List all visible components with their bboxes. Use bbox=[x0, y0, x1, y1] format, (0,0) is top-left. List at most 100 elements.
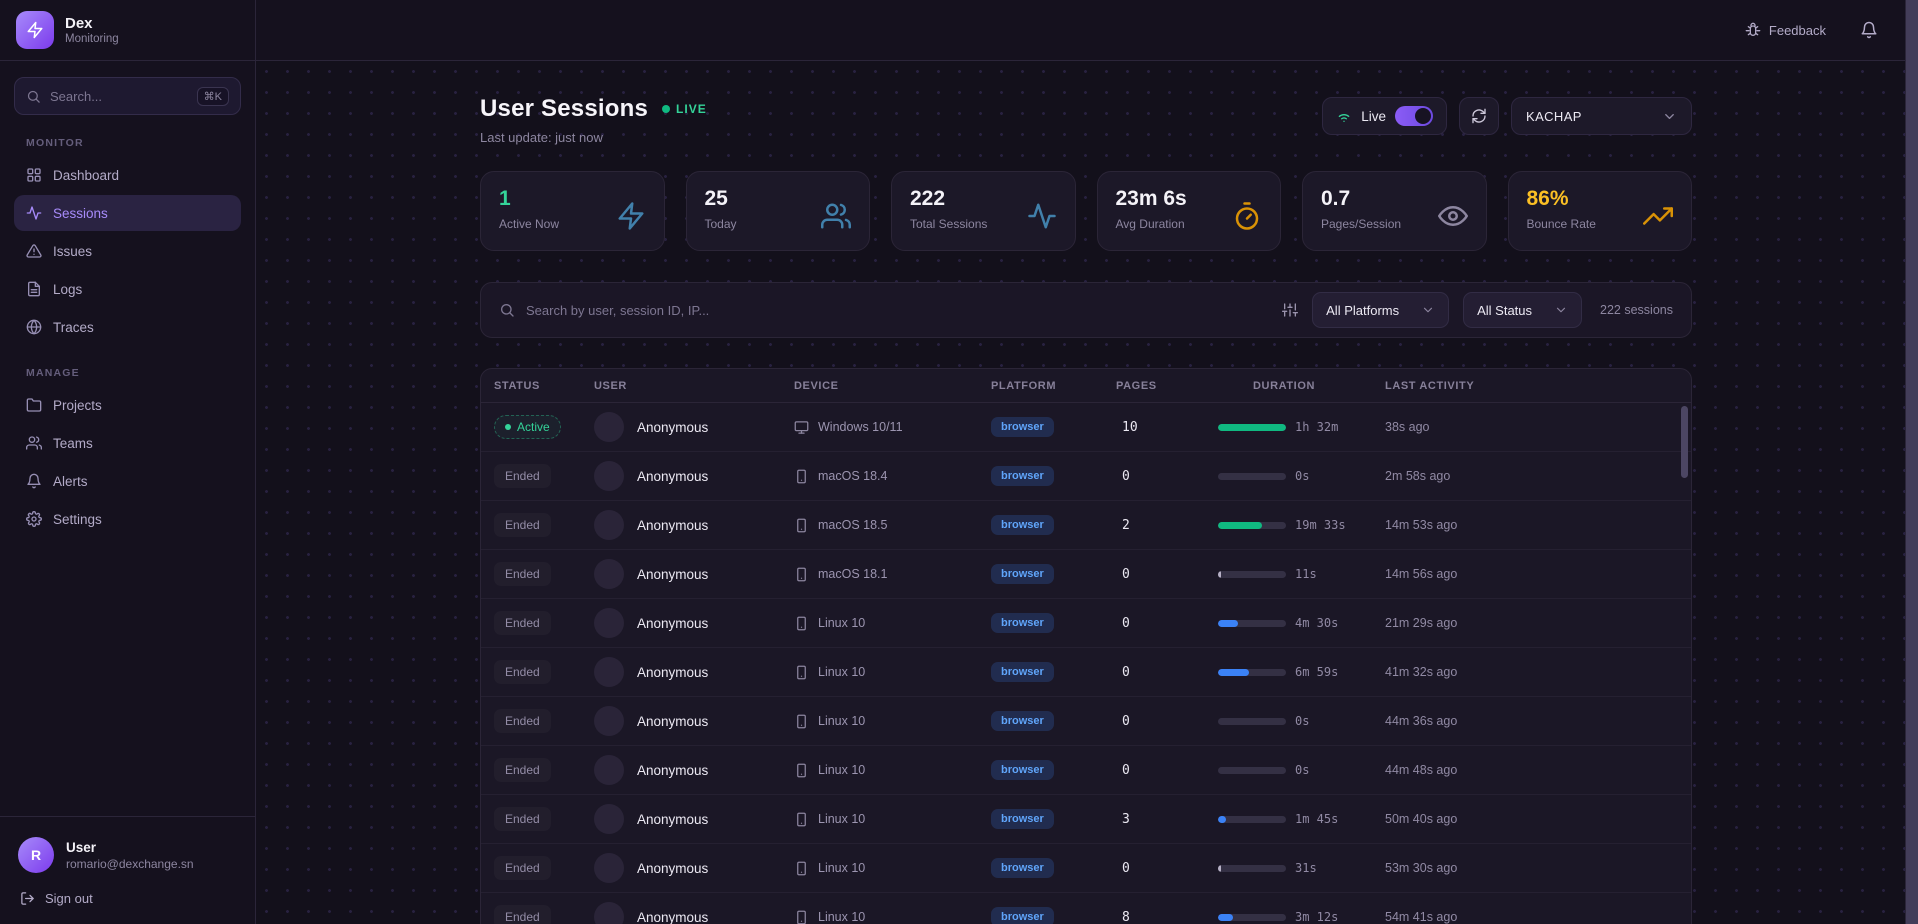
table-row[interactable]: Ended Anonymous Linux 10 browser 0 0s 44… bbox=[481, 697, 1691, 746]
last-activity: 50m 40s ago bbox=[1385, 812, 1458, 826]
status-badge: Ended bbox=[494, 856, 551, 880]
live-dot-icon bbox=[662, 105, 671, 113]
feedback-button[interactable]: Feedback bbox=[1745, 22, 1826, 38]
last-activity: 2m 58s ago bbox=[1385, 469, 1451, 483]
stat-card-today: 25 Today bbox=[685, 171, 870, 251]
sidebar-item-issues[interactable]: Issues bbox=[14, 233, 241, 269]
avatar bbox=[594, 706, 624, 736]
last-activity: 41m 32s ago bbox=[1385, 665, 1458, 679]
table-row[interactable]: Ended Anonymous Linux 10 browser 8 3m 12… bbox=[481, 893, 1691, 924]
table-row[interactable]: Active Anonymous Windows 10/11 browser 1… bbox=[481, 403, 1691, 452]
duration-text: 1h 32m bbox=[1295, 420, 1339, 434]
bell-icon[interactable] bbox=[1860, 21, 1878, 39]
table-row[interactable]: Ended Anonymous Linux 10 browser 3 1m 45… bbox=[481, 795, 1691, 844]
sidebar-item-projects[interactable]: Projects bbox=[14, 387, 241, 423]
smartphone-icon bbox=[794, 616, 809, 631]
sidebar-item-settings[interactable]: Settings bbox=[14, 501, 241, 537]
smartphone-icon bbox=[794, 714, 809, 729]
status-badge: Ended bbox=[494, 709, 551, 733]
sidebar-search-placeholder: Search... bbox=[50, 88, 103, 104]
bell-icon bbox=[26, 473, 42, 489]
last-activity: 54m 41s ago bbox=[1385, 910, 1458, 924]
project-selector[interactable]: KACHAP bbox=[1511, 97, 1692, 135]
table-row[interactable]: Ended Anonymous macOS 18.4 browser 0 0s … bbox=[481, 452, 1691, 501]
page-scrollbar[interactable] bbox=[1905, 0, 1918, 924]
stat-label: Total Sessions bbox=[910, 217, 988, 232]
user-name: Anonymous bbox=[637, 468, 709, 484]
table-row[interactable]: Ended Anonymous Linux 10 browser 0 6m 59… bbox=[481, 648, 1691, 697]
refresh-button[interactable] bbox=[1459, 97, 1499, 135]
table-scrollbar[interactable] bbox=[1681, 406, 1688, 478]
duration-bar bbox=[1218, 717, 1286, 725]
alert-triangle-icon bbox=[26, 243, 42, 259]
stat-value: 23m 6s bbox=[1115, 187, 1187, 210]
session-search[interactable] bbox=[499, 302, 1269, 318]
table-row[interactable]: Ended Anonymous macOS 18.1 browser 0 11s… bbox=[481, 550, 1691, 599]
sidebar-item-teams[interactable]: Teams bbox=[14, 425, 241, 461]
pages-count: 0 bbox=[1122, 615, 1130, 631]
status-badge: Ended bbox=[494, 464, 551, 488]
table-row[interactable]: Ended Anonymous Linux 10 browser 0 31s 5… bbox=[481, 844, 1691, 893]
sign-out-button[interactable]: Sign out bbox=[18, 891, 237, 906]
live-toggle-switch[interactable] bbox=[1395, 106, 1433, 126]
user-name: Anonymous bbox=[637, 811, 709, 827]
table-row[interactable]: Ended Anonymous Linux 10 browser 0 4m 30… bbox=[481, 599, 1691, 648]
status-badge: Ended bbox=[494, 660, 551, 684]
user-name: Anonymous bbox=[637, 713, 709, 729]
column-header-status: STATUS bbox=[494, 379, 540, 392]
smartphone-icon bbox=[794, 763, 809, 778]
pages-count: 10 bbox=[1122, 419, 1138, 435]
column-header-duration: DURATION bbox=[1253, 379, 1316, 392]
duration-text: 31s bbox=[1295, 861, 1317, 875]
monitor-icon bbox=[794, 420, 809, 435]
app-logo bbox=[16, 11, 54, 49]
avatar bbox=[594, 608, 624, 638]
sidebar-item-dashboard[interactable]: Dashboard bbox=[14, 157, 241, 193]
file-text-icon bbox=[26, 281, 42, 297]
last-activity: 53m 30s ago bbox=[1385, 861, 1458, 875]
user-profile: R User romario@dexchange.sn bbox=[18, 837, 237, 873]
device-name: Linux 10 bbox=[818, 714, 866, 728]
refresh-icon bbox=[1471, 108, 1487, 124]
sign-out-label: Sign out bbox=[45, 891, 93, 906]
stat-card-pages-session: 0.7 Pages/Session bbox=[1302, 171, 1487, 251]
platform-badge: browser bbox=[991, 564, 1054, 584]
platform-badge: browser bbox=[991, 613, 1054, 633]
sidebar-search-input[interactable]: Search... ⌘K bbox=[14, 77, 241, 115]
status-filter-dropdown[interactable]: All Status bbox=[1463, 292, 1583, 328]
user-name: Anonymous bbox=[637, 909, 709, 924]
duration-bar bbox=[1218, 570, 1286, 578]
sidebar-item-alerts[interactable]: Alerts bbox=[14, 463, 241, 499]
gear-icon bbox=[26, 511, 42, 527]
platform-badge: browser bbox=[991, 907, 1054, 924]
avatar bbox=[594, 755, 624, 785]
session-search-input[interactable] bbox=[526, 302, 1269, 318]
feedback-label: Feedback bbox=[1768, 22, 1826, 38]
last-activity: 44m 48s ago bbox=[1385, 763, 1458, 777]
sidebar-item-sessions[interactable]: Sessions bbox=[14, 195, 241, 231]
last-activity: 44m 36s ago bbox=[1385, 714, 1458, 728]
table-header: STATUS USER DEVICE PLATFORM PAGES DURATION LAS… bbox=[481, 369, 1691, 403]
stat-label: Today bbox=[704, 217, 737, 232]
sidebar-item-logs[interactable]: Logs bbox=[14, 271, 241, 307]
stat-value: 86% bbox=[1526, 187, 1569, 210]
duration-text: 0s bbox=[1295, 763, 1310, 777]
stat-value: 222 bbox=[910, 187, 946, 210]
sidebar-item-traces[interactable]: Traces bbox=[14, 309, 241, 345]
pages-count: 0 bbox=[1122, 566, 1130, 582]
pages-count: 3 bbox=[1122, 811, 1130, 827]
users-icon bbox=[821, 201, 851, 231]
live-toggle-control[interactable]: Live bbox=[1322, 97, 1447, 135]
stat-card-bounce-rate: 86% Bounce Rate bbox=[1507, 171, 1692, 251]
table-row[interactable]: Ended Anonymous macOS 18.5 browser 2 19m… bbox=[481, 501, 1691, 550]
platform-badge: browser bbox=[991, 809, 1054, 829]
duration-text: 0s bbox=[1295, 469, 1310, 483]
pages-count: 0 bbox=[1122, 664, 1130, 680]
stats-row: 1 Active Now 25 Today 222 Total Sessions 23m 6… bbox=[480, 171, 1692, 251]
table-row[interactable]: Ended Anonymous Linux 10 browser 0 0s 44… bbox=[481, 746, 1691, 795]
platform-filter-dropdown[interactable]: All Platforms bbox=[1312, 292, 1450, 328]
pages-count: 8 bbox=[1122, 909, 1130, 924]
device-name: Linux 10 bbox=[818, 763, 866, 777]
stat-label: Active Now bbox=[499, 217, 560, 232]
sliders-icon[interactable] bbox=[1282, 302, 1299, 318]
